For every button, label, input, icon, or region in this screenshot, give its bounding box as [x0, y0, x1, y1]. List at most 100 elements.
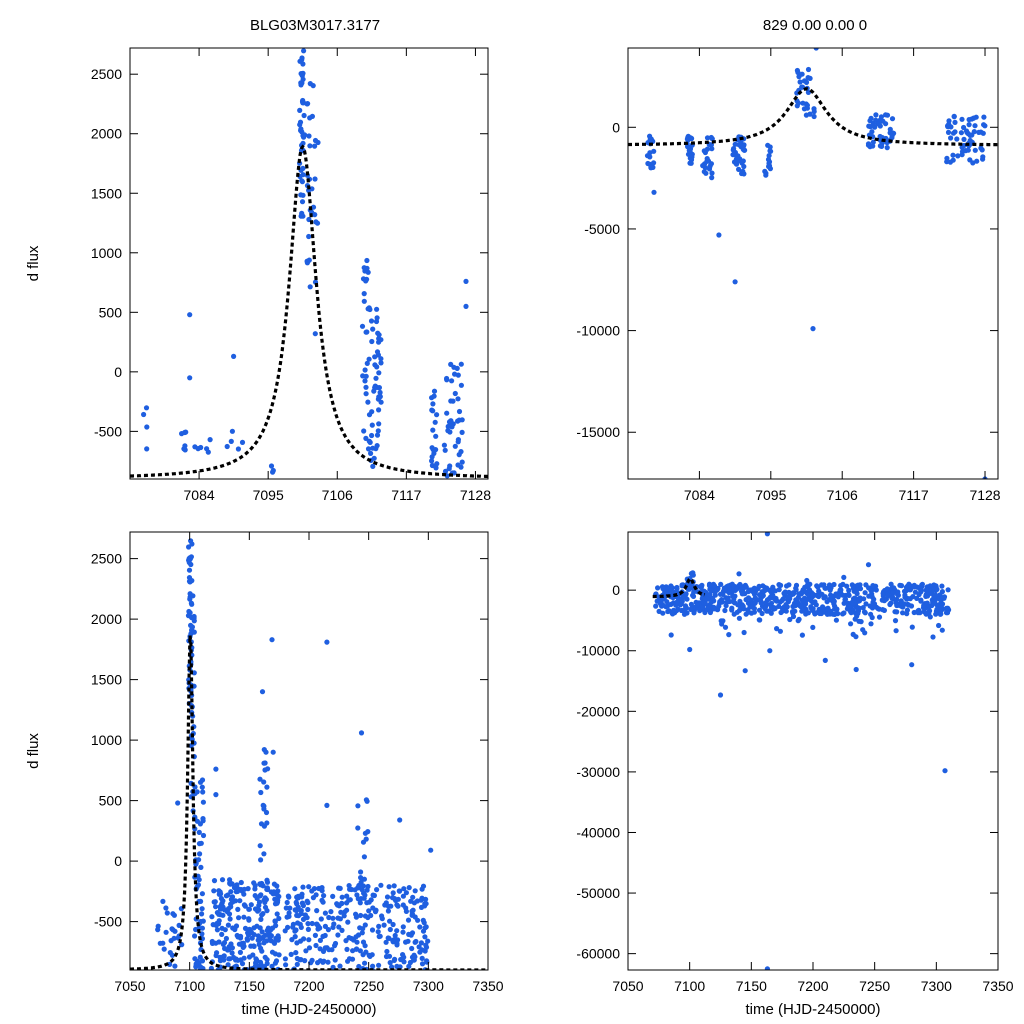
- data-point: [209, 940, 216, 947]
- data-point: [965, 147, 971, 153]
- data-point: [199, 958, 206, 964]
- panel-title-left: BLG03M3017.3177: [250, 17, 380, 34]
- y-tick-label: -15000: [576, 424, 620, 440]
- data-point: [756, 607, 763, 613]
- data-point: [197, 964, 204, 970]
- data-point: [946, 121, 952, 127]
- data-point: [958, 130, 965, 136]
- data-point: [213, 792, 219, 798]
- data-point: [368, 450, 374, 456]
- data-point: [430, 427, 436, 433]
- data-point: [445, 428, 451, 434]
- data-point: [811, 108, 817, 115]
- data-point: [186, 567, 193, 573]
- data-point: [431, 388, 438, 394]
- data-point: [362, 960, 368, 966]
- y-tick-label: -50000: [576, 885, 620, 901]
- data-point: [275, 897, 281, 904]
- data-point: [463, 303, 469, 309]
- data-point: [269, 949, 276, 955]
- data-point: [971, 129, 977, 135]
- data-point: [319, 885, 325, 891]
- data-point: [675, 606, 681, 612]
- data-point: [241, 886, 247, 892]
- data-point: [850, 585, 856, 591]
- data-point: [295, 904, 301, 910]
- data-point: [376, 421, 382, 427]
- data-point: [833, 617, 840, 623]
- data-point: [736, 142, 742, 148]
- data-point: [419, 961, 426, 967]
- data-point: [938, 607, 944, 614]
- data-point: [332, 943, 338, 949]
- x-tick-label: 7150: [234, 978, 265, 994]
- data-point: [370, 445, 376, 451]
- data-point: [459, 417, 465, 423]
- data-point: [248, 929, 254, 935]
- data-point: [294, 940, 300, 946]
- data-point: [915, 610, 921, 616]
- data-point: [950, 152, 956, 158]
- data-point: [834, 606, 840, 612]
- data-point: [324, 802, 330, 809]
- data-point: [227, 916, 233, 922]
- data-point: [841, 574, 847, 581]
- data-point: [434, 461, 440, 467]
- data-point: [305, 900, 311, 906]
- data-point: [344, 900, 350, 906]
- data-point: [787, 616, 793, 623]
- data-point: [423, 924, 429, 930]
- data-point: [463, 278, 469, 284]
- data-point: [197, 851, 203, 857]
- plot-frame: [129, 47, 489, 480]
- data-point: [978, 145, 984, 151]
- data-point: [325, 959, 331, 965]
- data-point: [664, 599, 670, 605]
- data-point: [213, 952, 219, 959]
- data-point: [813, 48, 819, 51]
- data-point: [398, 956, 404, 963]
- data-point: [856, 605, 862, 611]
- data-point: [188, 554, 194, 560]
- data-point: [777, 628, 784, 634]
- data-point: [773, 598, 779, 604]
- data-point: [856, 618, 862, 624]
- data-point: [853, 634, 859, 640]
- data-point: [981, 114, 987, 120]
- data-point: [734, 586, 740, 592]
- data-point: [869, 129, 875, 135]
- data-point: [729, 581, 735, 587]
- data-point: [324, 639, 330, 645]
- data-point: [923, 610, 929, 616]
- data-point: [800, 100, 806, 106]
- data-point: [665, 608, 671, 615]
- data-point: [217, 954, 223, 960]
- data-point: [421, 920, 427, 926]
- data-point: [875, 606, 881, 612]
- data-point: [455, 462, 461, 468]
- data-point: [400, 929, 406, 935]
- data-point: [298, 908, 304, 914]
- data-point: [416, 944, 422, 950]
- x-axis-title: time (HJD-2450000): [241, 1001, 376, 1018]
- data-point: [344, 893, 350, 899]
- data-point: [819, 591, 825, 597]
- data-point: [397, 888, 403, 894]
- y-tick-label: -500: [94, 423, 122, 439]
- data-point: [378, 356, 384, 362]
- data-point: [736, 166, 742, 172]
- data-point: [384, 894, 391, 900]
- data-point: [798, 591, 805, 597]
- data-point: [326, 914, 332, 921]
- data-point: [821, 606, 827, 613]
- data-point: [354, 946, 360, 952]
- data-point: [716, 603, 722, 609]
- data-point: [657, 600, 663, 606]
- data-point: [974, 158, 980, 164]
- model-curve-bottom-right: [652, 577, 706, 599]
- data-point: [366, 412, 373, 418]
- data-point: [307, 143, 313, 149]
- data-point: [765, 142, 771, 148]
- data-point: [374, 432, 381, 438]
- data-point: [187, 312, 193, 318]
